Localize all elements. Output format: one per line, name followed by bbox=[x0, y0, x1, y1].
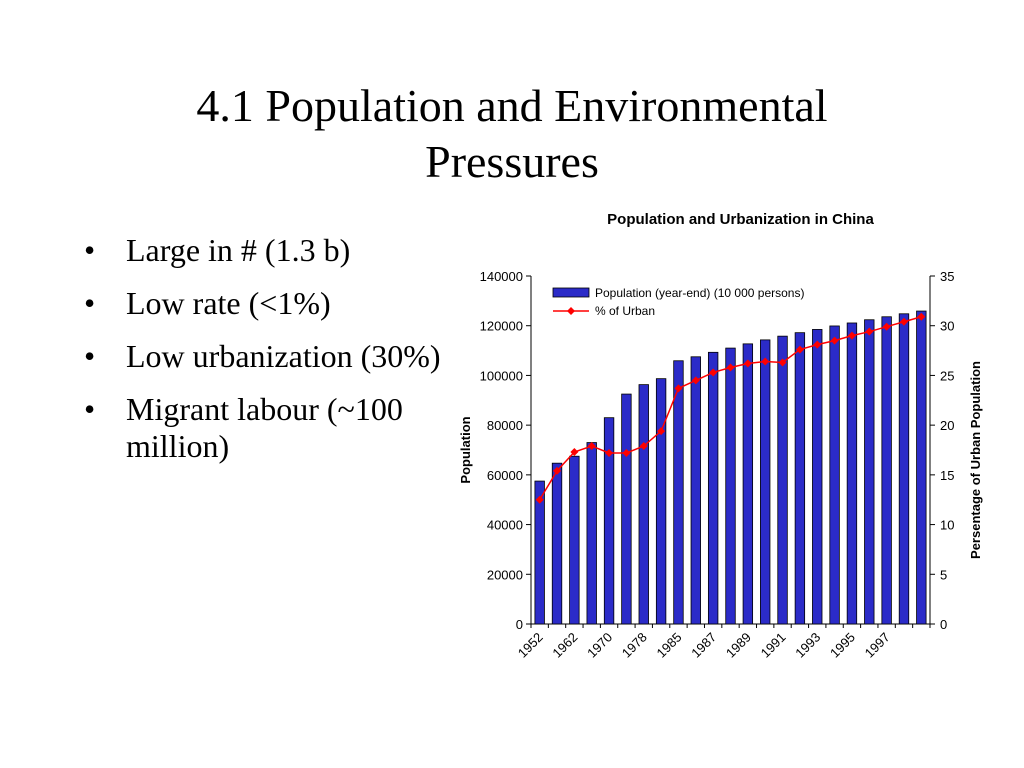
urban-point bbox=[865, 327, 874, 336]
population-bar bbox=[864, 319, 875, 625]
population-bar bbox=[551, 462, 563, 625]
urban-point bbox=[535, 495, 544, 504]
urban-point bbox=[778, 358, 787, 367]
slide-title: 4.1 Population and Environmental Pressur… bbox=[100, 78, 924, 190]
population-bar bbox=[621, 393, 632, 625]
population-bar bbox=[707, 351, 719, 625]
bullet-dot: • bbox=[84, 232, 96, 268]
y2-tick-label: 10 bbox=[940, 518, 954, 533]
population-bar bbox=[534, 480, 545, 625]
urban-point bbox=[899, 317, 908, 326]
y-tick-label: 40000 bbox=[487, 518, 523, 533]
population-bar bbox=[725, 347, 736, 625]
slide-title-line1: 4.1 Population and Environmental bbox=[196, 80, 828, 131]
x-tick-label: 1993 bbox=[792, 630, 823, 661]
y2-tick-label: 35 bbox=[940, 269, 954, 284]
x-tick-label: 1978 bbox=[619, 630, 650, 661]
population-bar bbox=[777, 335, 788, 625]
urban-point bbox=[553, 466, 562, 475]
urban-point bbox=[691, 376, 700, 385]
y-tick-label: 140000 bbox=[480, 269, 523, 284]
urban-point bbox=[761, 357, 770, 366]
population-bar bbox=[881, 316, 892, 625]
urban-point bbox=[709, 368, 718, 377]
population-bar bbox=[846, 322, 858, 625]
urban-point bbox=[605, 448, 614, 457]
x-tick-label: 1970 bbox=[584, 630, 615, 661]
urban-point bbox=[917, 312, 926, 321]
population-bar bbox=[916, 310, 927, 625]
x-tick-label: 1997 bbox=[862, 630, 893, 661]
population-bar bbox=[569, 455, 580, 625]
bullet-item: • Migrant labour (~100 million) bbox=[84, 391, 504, 465]
y-tick-label: 120000 bbox=[480, 319, 523, 334]
bullet-dot: • bbox=[84, 285, 96, 321]
population-bar bbox=[760, 339, 771, 625]
urban-point bbox=[830, 336, 839, 345]
y2-tick-label: 20 bbox=[940, 418, 954, 433]
bullet-dot: • bbox=[84, 338, 96, 374]
legend-marker-urban bbox=[567, 307, 575, 315]
population-bar bbox=[812, 329, 823, 625]
y2-tick-label: 30 bbox=[940, 319, 954, 334]
bullet-item: • Low rate (<1%) bbox=[84, 285, 504, 322]
urban-point bbox=[587, 442, 596, 451]
bullet-list: • Large in # (1.3 b) • Low rate (<1%) • Low… bbox=[84, 232, 504, 481]
population-bar bbox=[794, 332, 806, 625]
y2-axis-label: Persentage of Urban Population bbox=[968, 361, 983, 559]
legend-label-urban: % of Urban bbox=[595, 304, 655, 318]
urban-point bbox=[882, 322, 891, 331]
y-tick-label: 100000 bbox=[480, 368, 523, 383]
bullet-item: • Low urbanization (30%) bbox=[84, 338, 504, 375]
x-tick-label: 1989 bbox=[723, 630, 754, 661]
urban-point bbox=[570, 447, 579, 456]
population-bar bbox=[655, 378, 667, 625]
population-bar bbox=[603, 417, 615, 625]
x-tick-label: 1962 bbox=[549, 630, 580, 661]
bullet-text: Large in # (1.3 b) bbox=[126, 232, 351, 268]
urban-point bbox=[743, 359, 752, 368]
y-tick-label: 0 bbox=[516, 617, 523, 632]
urban-point bbox=[813, 340, 822, 349]
bullet-text: Low urbanization (30%) bbox=[126, 338, 441, 374]
population-bar bbox=[638, 384, 649, 625]
urban-point bbox=[639, 442, 648, 451]
population-bar bbox=[673, 360, 684, 625]
chart-svg: Population and Urbanization in China0200… bbox=[458, 211, 983, 661]
bullet-text: Migrant labour (~100 million) bbox=[126, 391, 403, 464]
slide-title-line2: Pressures bbox=[425, 136, 599, 187]
y2-tick-label: 25 bbox=[940, 368, 954, 383]
population-chart: Population and Urbanization in China 0 200… bbox=[440, 200, 1020, 680]
x-tick-label: 1952 bbox=[515, 630, 546, 661]
urban-point bbox=[726, 363, 735, 372]
population-bar bbox=[586, 442, 597, 625]
legend-swatch-population bbox=[552, 287, 590, 298]
population-bar bbox=[690, 356, 701, 625]
urban-point bbox=[622, 448, 631, 457]
legend-label-population: Population (year-end) (10 000 persons) bbox=[595, 286, 804, 300]
population-bar bbox=[898, 313, 910, 625]
y-tick-label: 20000 bbox=[487, 567, 523, 582]
urban-point bbox=[657, 427, 666, 436]
y-tick-label: 60000 bbox=[487, 468, 523, 483]
y-axis-label: Population bbox=[458, 416, 473, 483]
population-bar bbox=[742, 343, 754, 625]
y-tick-label: 80000 bbox=[487, 418, 523, 433]
urban-point bbox=[795, 345, 804, 354]
urban-point bbox=[674, 384, 683, 393]
x-tick-label: 1991 bbox=[758, 630, 789, 661]
chart-title: Population and Urbanization in China bbox=[607, 211, 874, 228]
x-tick-label: 1995 bbox=[827, 630, 858, 661]
bullet-item: • Large in # (1.3 b) bbox=[84, 232, 504, 269]
y2-tick-label: 0 bbox=[940, 617, 947, 632]
x-tick-label: 1985 bbox=[654, 630, 685, 661]
y2-tick-label: 5 bbox=[940, 567, 947, 582]
urban-point bbox=[847, 331, 856, 340]
population-bar bbox=[829, 325, 840, 625]
x-tick-label: 1987 bbox=[688, 630, 719, 661]
bullet-dot: • bbox=[84, 391, 96, 427]
bullet-text: Low rate (<1%) bbox=[126, 285, 331, 321]
y2-tick-label: 15 bbox=[940, 468, 954, 483]
